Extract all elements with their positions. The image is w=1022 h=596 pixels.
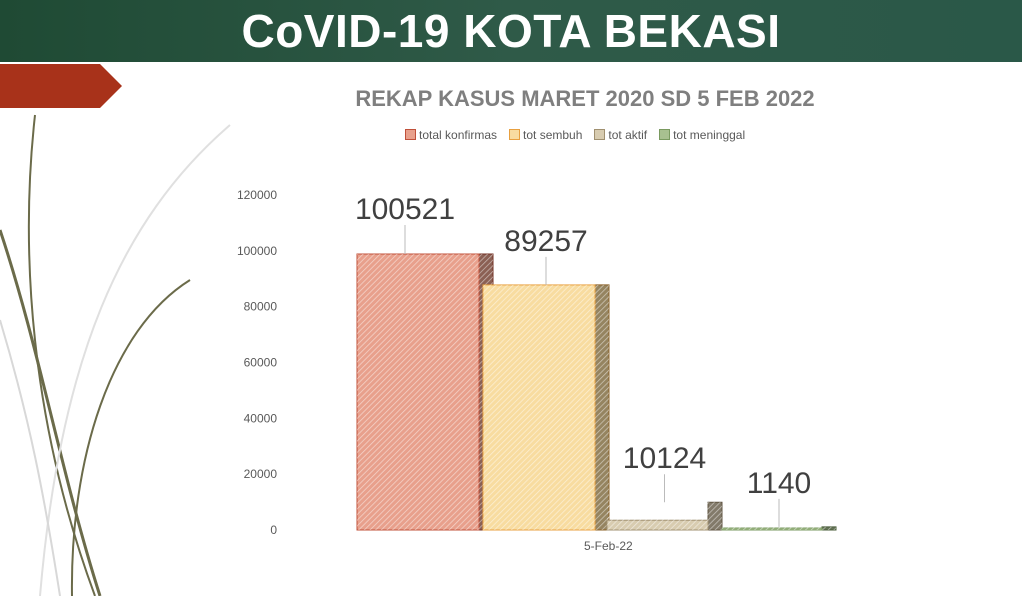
- bar-1: [356, 253, 494, 531]
- y-tick-label: 100000: [237, 244, 277, 258]
- bar-hatch: [483, 284, 609, 530]
- legend-item: total konfirmas: [405, 128, 497, 142]
- arrow-decoration: [0, 64, 122, 108]
- slide-title: CoVID-19 KOTA BEKASI: [241, 5, 781, 57]
- legend-item: tot aktif: [594, 128, 647, 142]
- legend: total konfirmas tot sembuh tot aktif tot…: [405, 128, 745, 142]
- data-label: 1140: [747, 467, 812, 500]
- bar-2: [482, 284, 610, 531]
- bar-hatch: [357, 254, 493, 530]
- data-label: 89257: [504, 225, 587, 258]
- data-label: 100521: [355, 193, 455, 226]
- y-tick-label: 0: [270, 523, 277, 537]
- data-label: 10124: [623, 442, 706, 475]
- y-tick-label: 60000: [244, 356, 278, 370]
- bar-hatch: [607, 502, 722, 530]
- legend-item: tot sembuh: [509, 128, 582, 142]
- legend-label: total konfirmas: [419, 128, 498, 142]
- x-tick-label: 5-Feb-22: [584, 539, 633, 553]
- y-tick-label: 80000: [244, 300, 278, 314]
- legend-swatch: [659, 129, 671, 140]
- legend-label: tot meninggal: [673, 128, 746, 142]
- legend-label: tot sembuh: [523, 128, 583, 142]
- legend-item: tot meninggal: [659, 128, 745, 142]
- chart-title: REKAP KASUS MARET 2020 SD 5 FEB 2022: [355, 86, 815, 111]
- title-banner: CoVID-19 KOTA BEKASI: [0, 0, 1022, 62]
- legend-swatch: [594, 129, 606, 140]
- legend-swatch: [509, 129, 521, 140]
- bar-4: [721, 526, 837, 531]
- decorative-curves: [0, 114, 231, 596]
- y-tick-label: 120000: [237, 188, 277, 202]
- y-tick-label: 20000: [244, 467, 278, 481]
- legend-label: tot aktif: [608, 128, 648, 142]
- bar-3: [606, 501, 723, 531]
- legend-swatch: [405, 129, 416, 140]
- bar-hatch: [722, 526, 836, 530]
- y-tick-label: 40000: [244, 411, 278, 425]
